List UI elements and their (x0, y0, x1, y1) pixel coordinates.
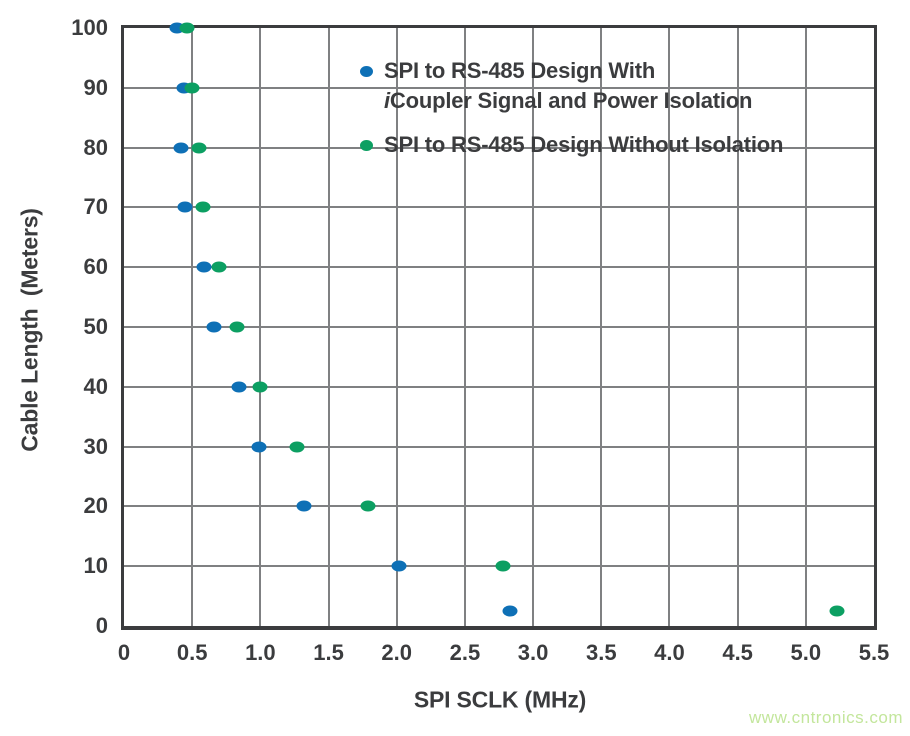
x-tick-label: 0.5 (176, 640, 208, 665)
plot-area: SPI to RS-485 Design With iCoupler Signal… (121, 22, 877, 630)
gridline-horizontal (124, 445, 874, 448)
y-tick-label: 80 (83, 134, 108, 160)
data-point-series-1 (196, 261, 212, 273)
x-tick-label: 3.5 (585, 640, 617, 665)
legend: SPI to RS-485 Design With iCoupler Signal… (360, 56, 783, 160)
y-tick-label: 90 (83, 74, 108, 100)
data-point-series-1 (391, 560, 407, 572)
y-tick-label: 70 (83, 194, 108, 220)
data-point-series-1 (206, 321, 222, 333)
y-tick-label: 40 (83, 373, 108, 399)
y-tick-label: 20 (83, 493, 108, 519)
y-tick-label: 60 (83, 254, 108, 280)
data-point-series-2 (495, 560, 511, 572)
data-point-series-2 (184, 82, 200, 94)
legend-item-with-isolation: SPI to RS-485 Design With iCoupler Signal… (360, 56, 783, 116)
x-tick-label: 2.0 (381, 640, 413, 665)
data-point-series-2 (289, 441, 305, 453)
data-point-series-2 (211, 261, 227, 273)
x-tick-label: 1.5 (313, 640, 344, 665)
watermark: www.cntronics.com (749, 708, 903, 727)
legend-marker-green-icon (360, 140, 373, 151)
data-point-series-1 (231, 381, 247, 393)
legend-label-line2-italic: i (384, 88, 390, 113)
data-point-series-1 (177, 201, 193, 213)
gridline-horizontal (124, 326, 874, 328)
gridline-horizontal (124, 206, 874, 209)
y-tick-label: 0 (95, 613, 108, 638)
x-tick-label: 5.0 (790, 640, 822, 665)
legend-label-with-isolation: SPI to RS-485 Design With iCoupler Signal… (384, 56, 752, 116)
x-tick-label: 2.5 (449, 640, 481, 665)
data-point-series-2 (829, 605, 845, 617)
x-axis-title: SPI SCLK (MHz) (413, 686, 587, 713)
gridline-horizontal (124, 266, 874, 269)
x-tick-label: 0 (117, 640, 131, 665)
data-point-series-1 (169, 22, 185, 34)
data-point-series-1 (176, 82, 192, 94)
x-tick-label: 4.5 (722, 640, 753, 665)
data-point-series-2 (195, 201, 211, 213)
data-point-series-2 (360, 500, 376, 512)
gridline-horizontal (124, 385, 874, 388)
y-tick-label: 10 (83, 553, 108, 579)
data-point-series-2 (229, 321, 245, 333)
data-point-series-1 (502, 605, 518, 617)
x-tick-label: 3.0 (517, 640, 549, 665)
legend-label-line1: SPI to RS-485 Design With (384, 58, 656, 83)
y-tick-label: 30 (83, 433, 108, 459)
x-tick-label: 4.0 (654, 640, 685, 665)
data-point-series-1 (173, 142, 189, 154)
data-point-series-2 (179, 22, 195, 34)
legend-label-line2: Coupler Signal and Power Isolation (389, 88, 753, 113)
x-tick-label: 1.0 (245, 640, 276, 665)
x-tick-label: 5.5 (858, 640, 890, 665)
y-tick-label: 50 (83, 314, 108, 339)
legend-label-without-isolation: SPI to RS-485 Design Without Isolation (384, 132, 784, 157)
gridline-horizontal (124, 505, 874, 508)
legend-marker-blue-icon (360, 66, 373, 77)
gridline-horizontal (124, 146, 874, 149)
legend-item-without-isolation: SPI to RS-485 Design Without Isolation (360, 130, 783, 160)
data-point-series-2 (252, 381, 268, 393)
data-point-series-2 (191, 142, 207, 154)
gridline-horizontal (124, 86, 874, 89)
data-point-series-1 (251, 441, 267, 453)
y-tick-label: 100 (71, 15, 108, 40)
data-point-series-1 (296, 500, 312, 512)
